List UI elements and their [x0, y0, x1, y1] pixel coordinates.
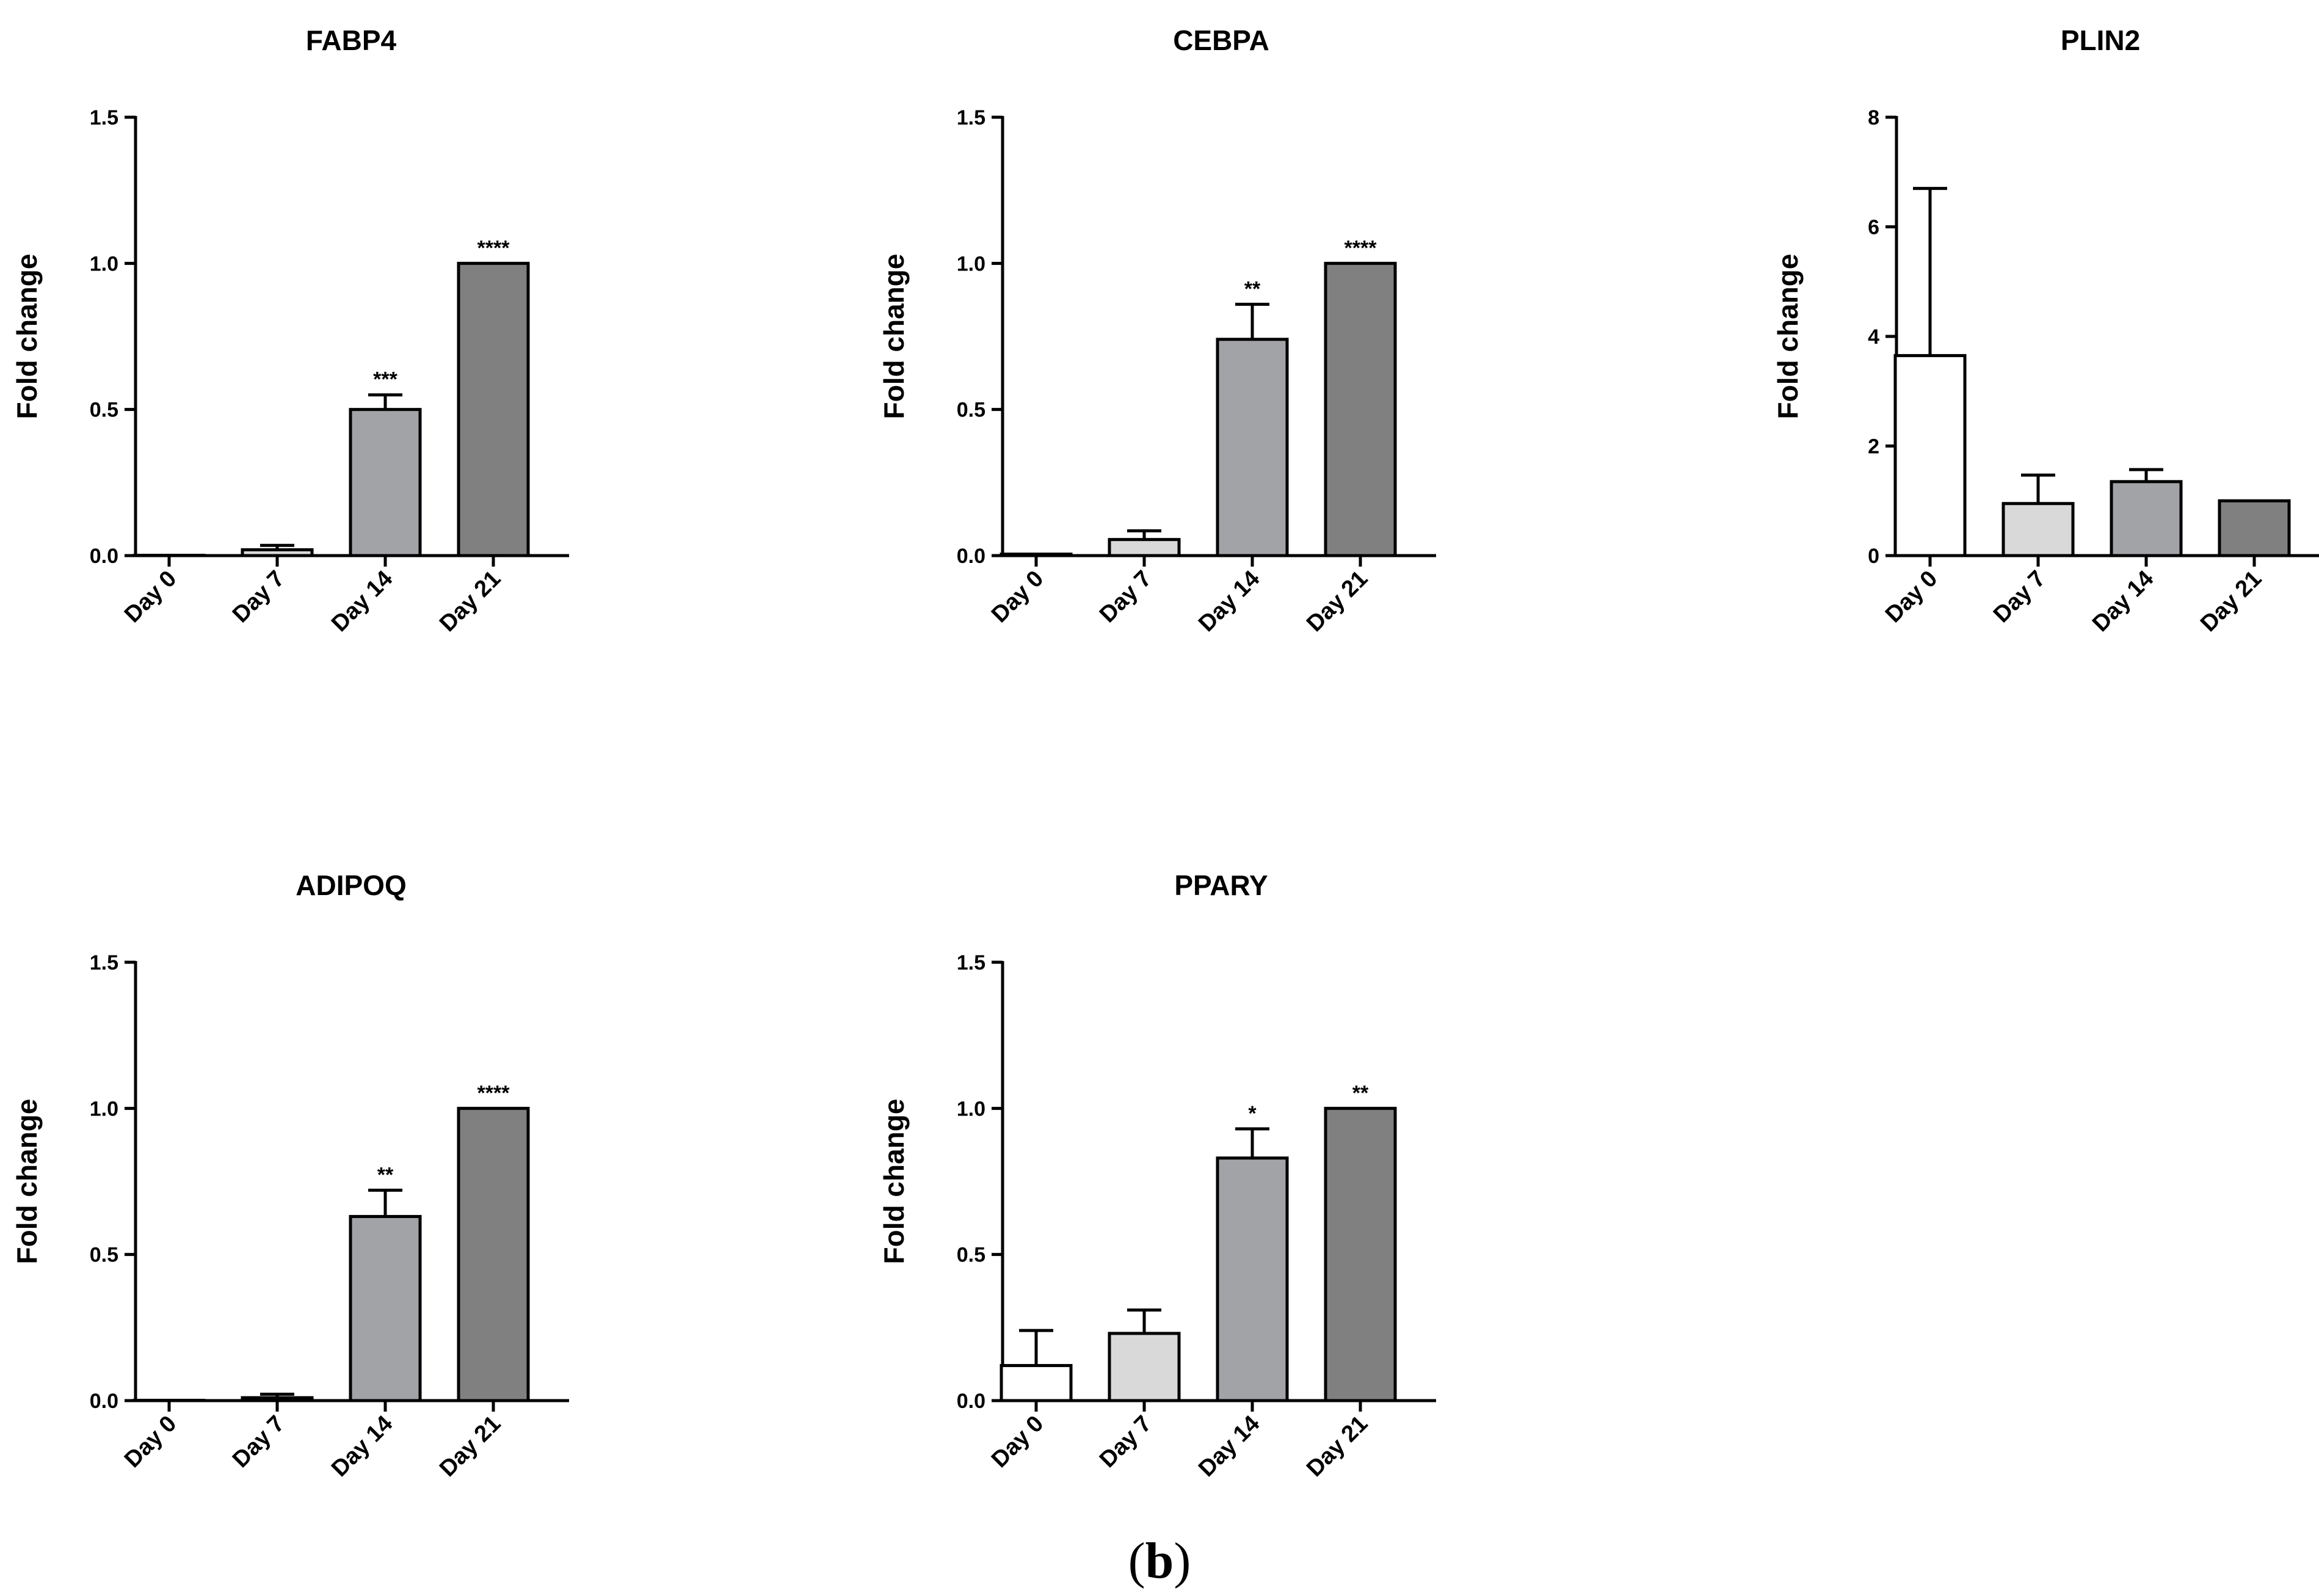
bar-day-14 — [1216, 1156, 1289, 1402]
significance-label: **** — [477, 1081, 510, 1105]
bar-day-21 — [2218, 499, 2291, 557]
chart-title: FABP4 — [306, 24, 397, 56]
y-tick-label: 0 — [1868, 545, 1879, 568]
chart-title: ADIPOQ — [296, 869, 406, 901]
y-tick-label: 0.0 — [957, 545, 985, 568]
x-tick-label: Day 14 — [1194, 566, 1265, 637]
bar-day-14 — [349, 408, 422, 557]
bar-day-7 — [1108, 538, 1181, 557]
y-axis-label: Fold change — [11, 254, 43, 419]
caption-close-paren: ) — [1174, 1533, 1191, 1589]
bar-day-7 — [2001, 502, 2075, 557]
y-tick-label: 0.5 — [90, 399, 118, 422]
panel-ppary: PPARY Fold change 0.0 0.5 1.0 1.5 Day 0 Day 7 Da… — [878, 869, 1436, 1482]
figure-caption: (b) — [0, 1531, 2319, 1591]
y-tick-label: 6 — [1868, 216, 1879, 239]
y-tick-label: 1.5 — [957, 951, 985, 974]
bar-day-0 — [1893, 354, 1967, 557]
y-tick-label: 0.0 — [957, 1390, 985, 1413]
chart-title: PPARY — [1174, 869, 1268, 901]
y-tick-label: 8 — [1868, 106, 1879, 129]
bar-day-14 — [349, 1214, 422, 1402]
y-tick-label: 1.5 — [957, 106, 985, 129]
significance-label: *** — [373, 368, 397, 391]
x-tick-label: Day 0 — [120, 1411, 181, 1473]
y-tick-label: 1.0 — [90, 1097, 118, 1120]
x-tick-label: Day 0 — [1881, 566, 1942, 628]
bar-day-0 — [1000, 553, 1073, 557]
y-axis-label: Fold change — [878, 1099, 910, 1264]
significance-label: **** — [477, 236, 510, 259]
chart-title: CEBPA — [1173, 24, 1269, 56]
bar-day-7 — [241, 548, 314, 557]
x-tick-label: Day 7 — [1095, 1411, 1156, 1473]
y-axis-label: Fold change — [878, 254, 910, 419]
x-tick-label: Day 0 — [987, 566, 1048, 628]
y-tick-label: 1.0 — [957, 252, 985, 275]
x-tick-label: Day 0 — [987, 1411, 1048, 1473]
caption-open-paren: ( — [1128, 1533, 1145, 1589]
bar-day-21 — [1324, 261, 1397, 557]
y-tick-label: 0.5 — [957, 399, 985, 422]
bar-day-7 — [1108, 1332, 1181, 1402]
y-tick-label: 1.0 — [957, 1097, 985, 1120]
y-tick-label: 0.5 — [90, 1244, 118, 1267]
y-tick-label: 2 — [1868, 435, 1879, 459]
x-tick-label: Day 14 — [327, 566, 397, 637]
bar-day-14 — [1216, 338, 1289, 557]
x-tick-label: Day 0 — [120, 566, 181, 628]
panel-adipoq: ADIPOQ Fold change 0.0 0.5 1.0 1.5 Day 0 Day 7 D… — [11, 869, 569, 1482]
bar-day-7 — [241, 1396, 314, 1402]
x-tick-label: Day 21 — [1302, 566, 1373, 637]
significance-label: ** — [1352, 1081, 1369, 1105]
significance-label: ** — [377, 1163, 394, 1186]
caption-letter: b — [1145, 1533, 1174, 1589]
significance-label: ** — [1244, 277, 1261, 300]
x-tick-label: Day 21 — [435, 1411, 506, 1482]
bar-day-14 — [2110, 480, 2183, 557]
panel-plin2: PLIN2 Fold change 0 2 4 6 8 Day 0 Day 7 Day 14 Day… — [1772, 24, 2319, 637]
bar-day-21 — [457, 261, 530, 557]
y-tick-label: 1.0 — [90, 252, 118, 275]
x-tick-label: Day 14 — [2088, 566, 2158, 637]
y-tick-label: 1.5 — [90, 951, 118, 974]
x-tick-label: Day 7 — [228, 566, 289, 628]
x-tick-label: Day 14 — [1194, 1411, 1265, 1482]
significance-label: * — [1248, 1102, 1257, 1125]
x-tick-label: Day 7 — [1095, 566, 1156, 628]
y-axis-label: Fold change — [11, 1099, 43, 1264]
panel-fabp4: FABP4 Fold change 0.0 0.5 1.0 1.5 Day 0 Day 7 Da… — [11, 24, 569, 637]
y-tick-label: 0.0 — [90, 1390, 118, 1413]
y-tick-label: 0.5 — [957, 1244, 985, 1267]
y-tick-label: 0.0 — [90, 545, 118, 568]
bar-day-21 — [457, 1106, 530, 1402]
x-tick-label: Day 21 — [1302, 1411, 1373, 1482]
x-tick-label: Day 7 — [1989, 566, 2050, 628]
y-axis-label: Fold change — [1772, 254, 1804, 419]
bar-day-0 — [1000, 1364, 1073, 1402]
y-tick-label: 1.5 — [90, 106, 118, 129]
chart-title: PLIN2 — [2061, 24, 2140, 56]
y-tick-label: 4 — [1868, 325, 1879, 349]
x-tick-label: Day 7 — [228, 1411, 289, 1473]
x-tick-label: Day 21 — [2196, 566, 2266, 637]
significance-label: **** — [1345, 236, 1377, 259]
bar-day-21 — [1324, 1106, 1397, 1402]
panel-cebpa: CEBPA Fold change 0.0 0.5 1.0 1.5 Day 0 Day 7 Da… — [878, 24, 1436, 637]
x-tick-label: Day 21 — [435, 566, 506, 637]
x-tick-label: Day 14 — [327, 1411, 397, 1482]
